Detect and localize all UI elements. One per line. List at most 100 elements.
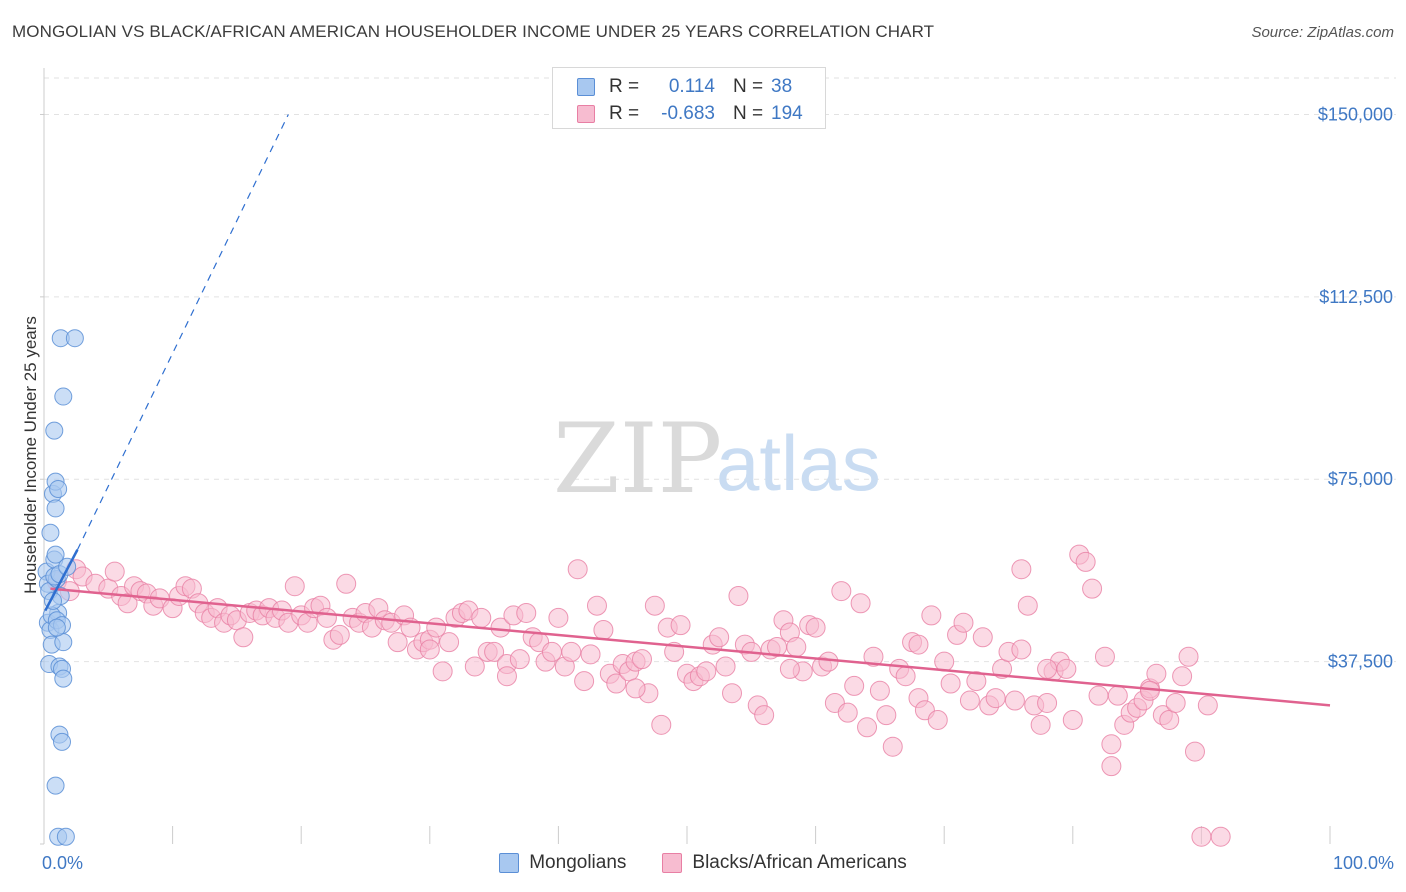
data-point-black	[464, 656, 485, 677]
legend-n-label: N =	[733, 103, 764, 124]
trend-line-black	[50, 587, 1331, 707]
data-point-black	[985, 688, 1006, 709]
chart-title: MONGOLIAN VS BLACK/AFRICAN AMERICAN HOUS…	[12, 22, 935, 41]
data-point-black	[1172, 666, 1193, 687]
data-point-black	[972, 627, 993, 648]
data-point-black	[1088, 685, 1109, 706]
legend-r-label: R =	[609, 76, 640, 97]
legend-swatch-blacks	[577, 105, 595, 123]
data-point-black	[940, 673, 961, 694]
legend-row-mongolians: R = 0.114 N = 38	[577, 75, 792, 99]
series-black-points	[46, 544, 1231, 847]
data-point-black	[593, 620, 614, 641]
data-point-black	[1011, 559, 1032, 580]
data-point-black	[1062, 709, 1083, 730]
data-point-black	[1056, 658, 1077, 679]
data-point-black	[728, 585, 749, 606]
data-point-mongolian	[65, 329, 84, 348]
data-point-mongolian	[41, 523, 60, 542]
trend-line-mongolian	[44, 549, 79, 612]
legend-swatch-blacks	[662, 853, 683, 873]
data-point-black	[1004, 690, 1025, 711]
data-point-black	[818, 651, 839, 672]
x-tick-label-max: 100.0%	[1333, 853, 1394, 873]
data-point-black	[1082, 578, 1103, 599]
y-tick-label: $75,000	[1328, 469, 1393, 489]
data-point-black	[921, 605, 942, 626]
x-tick-label-min: 0.0%	[42, 853, 83, 873]
data-point-black	[863, 646, 884, 667]
data-point-black	[548, 607, 569, 628]
data-point-black	[496, 666, 517, 687]
data-point-black	[316, 607, 337, 628]
y-tick-label: $150,000	[1318, 104, 1393, 124]
data-point-black	[509, 649, 530, 670]
data-point-black	[1011, 639, 1032, 660]
legend-n-value: 194	[771, 103, 803, 124]
data-point-black	[284, 576, 305, 597]
legend-swatch-mongolians	[577, 78, 595, 96]
data-point-black	[541, 641, 562, 662]
data-point-mongolian	[49, 479, 68, 498]
data-point-black	[1178, 646, 1199, 667]
data-point-black	[722, 683, 743, 704]
data-point-black	[1197, 695, 1218, 716]
legend-r-value: -0.683	[661, 103, 715, 124]
series-legend: Mongolians Blacks/African Americans	[0, 852, 1406, 874]
data-point-black	[644, 595, 665, 616]
data-point-black	[1107, 685, 1128, 706]
legend-item-mongolians[interactable]: Mongolians	[499, 852, 626, 874]
data-point-black	[837, 702, 858, 723]
data-point-black	[1037, 658, 1058, 679]
data-point-mongolian	[47, 618, 66, 637]
legend-item-blacks[interactable]: Blacks/African Americans	[662, 852, 907, 874]
data-point-black	[1184, 741, 1205, 762]
data-point-black	[696, 661, 717, 682]
legend-r-value: 0.114	[668, 76, 715, 97]
axis-layer: $37,500 $75,000 $112,500 $150,000 0.0% 100.0%	[40, 68, 1394, 873]
data-point-black	[754, 705, 775, 726]
data-point-mongolian	[45, 421, 64, 440]
watermark: ZIP atlas	[553, 403, 881, 515]
trend-line-mongolian-extrapolated	[76, 114, 289, 551]
data-point-black	[336, 573, 357, 594]
data-point-black	[959, 690, 980, 711]
data-point-black	[1037, 692, 1058, 713]
data-point-black	[1101, 734, 1122, 755]
data-point-black	[1165, 692, 1186, 713]
data-point-black	[439, 632, 460, 653]
data-point-black	[1017, 595, 1038, 616]
data-point-black	[432, 661, 453, 682]
data-point-black	[934, 651, 955, 672]
data-point-black	[1094, 646, 1115, 667]
chart-source: Source: ZipAtlas.com	[1251, 24, 1394, 41]
data-point-black	[586, 595, 607, 616]
data-point-black	[490, 617, 511, 638]
data-point-black	[966, 671, 987, 692]
y-axis-label: Householder Income Under 25 years	[21, 316, 40, 594]
data-point-black	[670, 615, 691, 636]
data-point-black	[426, 617, 447, 638]
data-point-black	[1075, 551, 1096, 572]
data-point-black	[927, 709, 948, 730]
y-tick-label: $37,500	[1328, 652, 1393, 672]
data-point-black	[625, 678, 646, 699]
data-point-black	[779, 658, 800, 679]
data-point-black	[580, 644, 601, 665]
data-point-mongolian	[56, 827, 75, 846]
data-point-black	[233, 627, 254, 648]
data-point-black	[484, 641, 505, 662]
legend-row-blacks: R = -0.683 N = 194	[577, 102, 803, 126]
data-point-mongolian	[53, 732, 72, 751]
legend-label-mongolians: Mongolians	[529, 852, 627, 873]
data-point-black	[574, 671, 595, 692]
series-mongolian-points	[37, 329, 84, 846]
data-point-black	[908, 634, 929, 655]
data-point-black	[786, 637, 807, 658]
data-point-black	[329, 624, 350, 645]
legend-n-value: 38	[771, 76, 793, 97]
data-point-black	[606, 673, 627, 694]
watermark-zip: ZIP	[553, 403, 722, 515]
data-point-black	[387, 632, 408, 653]
